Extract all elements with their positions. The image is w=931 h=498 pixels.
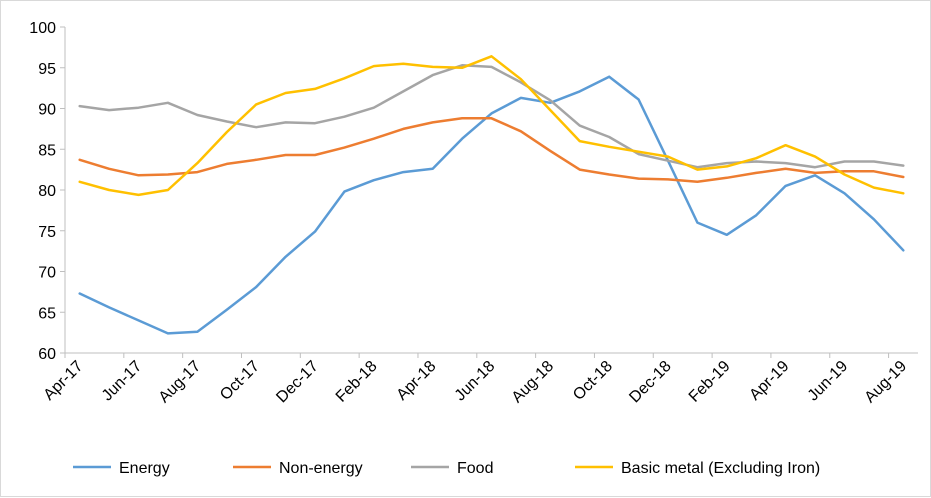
series-line-energy	[78, 75, 905, 335]
x-tick-label: Aug-17	[156, 358, 205, 407]
y-tick-label: 65	[38, 305, 56, 322]
x-tick-label: Jun-19	[805, 358, 852, 405]
y-tick-label: 90	[38, 102, 56, 119]
y-tick-label: 95	[38, 61, 56, 78]
x-tick-label: Aug-19	[862, 358, 911, 407]
x-tick-label: Apr-17	[41, 358, 87, 404]
x-tick-label: Jun-18	[452, 358, 499, 405]
x-tick-label: Feb-19	[686, 358, 734, 406]
y-tick-label: 70	[38, 265, 56, 282]
y-tick-label: 80	[38, 183, 56, 200]
y-tick-label: 85	[38, 142, 56, 159]
x-tick-label: Aug-18	[509, 358, 558, 407]
x-tick-label: Dec-18	[626, 358, 675, 407]
y-tick-label: 75	[38, 224, 56, 241]
legend-label-energy: Energy	[119, 460, 170, 477]
legend-label-basic-metal-excluding-iron: Basic metal (Excluding Iron)	[621, 460, 820, 477]
axes	[64, 27, 918, 354]
x-tick-label: Apr-18	[394, 358, 440, 404]
legend: Energy Non-energy Food Basic metal (Excludi…	[73, 460, 820, 477]
y-tick-label: 60	[38, 346, 56, 363]
y-tick-label: 100	[29, 20, 56, 37]
x-tick-label: Feb-18	[333, 358, 381, 406]
x-tick-label: Oct-17	[217, 358, 263, 404]
x-tick-label: Apr-19	[746, 358, 792, 404]
x-axis-ticks: Apr-17 Jun-17 Aug-17 Oct-17 Dec-17 Feb-18 Apr-…	[41, 353, 911, 407]
series-line-non-energy	[78, 117, 905, 184]
x-tick-label: Oct-18	[570, 358, 616, 404]
series-lines	[78, 55, 905, 335]
series-line-food	[78, 64, 905, 169]
y-axis-ticks: 60 65 70 75 80 85 90 95 100	[29, 20, 65, 363]
x-tick-label: Dec-17	[273, 358, 322, 407]
legend-label-food: Food	[457, 460, 493, 477]
x-tick-label: Jun-17	[99, 358, 146, 405]
series-line-basic-metal-excluding-iron	[78, 55, 905, 197]
legend-label-non-energy: Non-energy	[279, 460, 363, 477]
